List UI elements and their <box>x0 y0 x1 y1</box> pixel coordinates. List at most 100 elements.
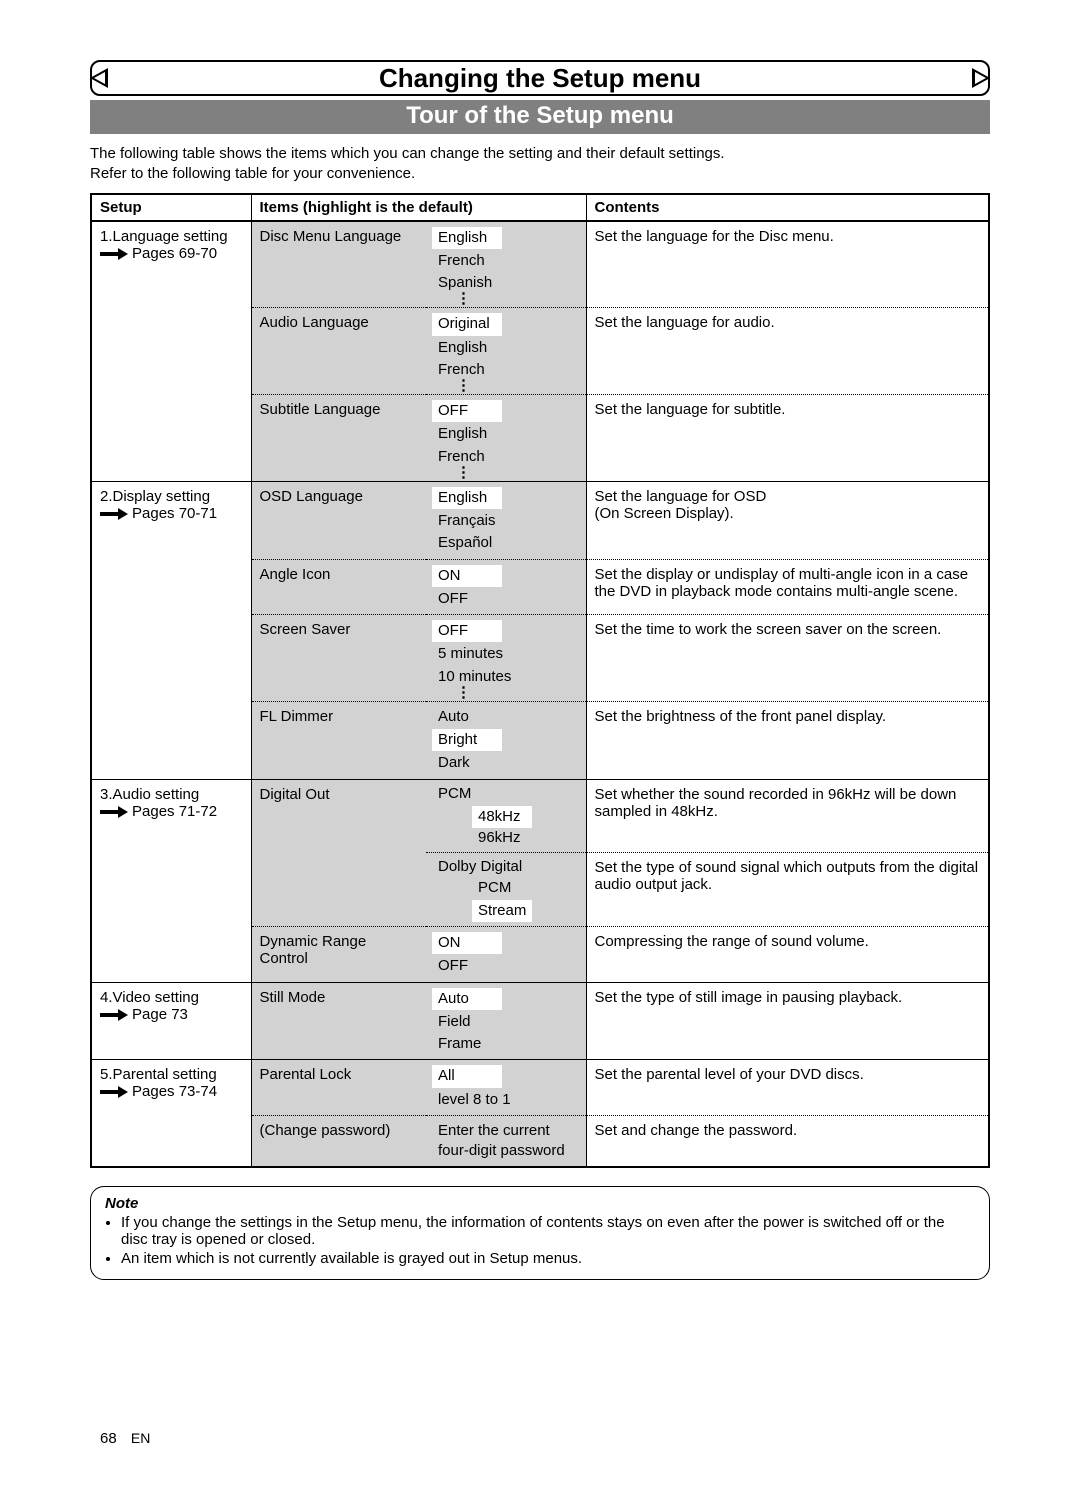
setup-table: Setup Items (highlight is the default) C… <box>90 193 990 1169</box>
option: 5 minutes <box>432 643 580 665</box>
chapter-title: Changing the Setup menu <box>379 63 701 94</box>
setting-description: Set whether the sound recorded in 96kHz … <box>586 779 989 853</box>
col-setup: Setup <box>91 194 251 221</box>
section-title-banner: Tour of the Setup menu <box>90 100 990 134</box>
table-row: 3.Audio setting Pages 71-72 Digital Out … <box>91 779 989 853</box>
option: English <box>432 423 580 445</box>
setup-category: 3.Audio setting <box>100 786 243 803</box>
setting-options: ON OFF <box>426 927 586 983</box>
nested-option: PCM <box>432 878 580 898</box>
option-default: OFF <box>432 400 502 422</box>
setting-options: Dolby Digital PCM Stream <box>426 853 586 927</box>
setting-options: Original English French ⋮ <box>426 308 586 395</box>
option-default: ON <box>432 565 502 587</box>
setting-description: Set the time to work the screen saver on… <box>586 615 989 702</box>
note-bullet: An item which is not currently available… <box>121 1250 975 1267</box>
option: French <box>432 446 580 468</box>
option: French <box>432 359 580 381</box>
page-ref: Pages 70-71 <box>100 505 243 522</box>
setting-options: English Français Español <box>426 481 586 559</box>
option: Français <box>432 510 580 532</box>
setting-options: Auto Field Frame <box>426 982 586 1060</box>
setup-category: 4.Video setting <box>100 989 243 1006</box>
setting-name: Disc Menu Language <box>251 221 426 308</box>
setting-name: Parental Lock <box>251 1060 426 1116</box>
option: level 8 to 1 <box>432 1089 580 1111</box>
setting-options: OFF 5 minutes 10 minutes ⋮ <box>426 615 586 702</box>
option-default: All <box>432 1065 502 1087</box>
table-row: 2.Display setting Pages 70-71 OSD Langua… <box>91 481 989 559</box>
setting-description: Set the type of still image in pausing p… <box>586 982 989 1060</box>
setting-description: Set the language for OSD (On Screen Disp… <box>586 481 989 559</box>
option: OFF <box>432 955 580 977</box>
nested-option-default: 48kHz <box>472 806 532 828</box>
setting-name: OSD Language <box>251 481 426 559</box>
page-ref: Pages 71-72 <box>100 803 243 820</box>
setting-description: Set the language for the Disc menu. <box>586 221 989 308</box>
setting-name: Digital Out <box>251 779 426 927</box>
setting-options: All level 8 to 1 <box>426 1060 586 1116</box>
setting-description: Set the language for audio. <box>586 308 989 395</box>
option: OFF <box>432 588 580 610</box>
setting-name: Audio Language <box>251 308 426 395</box>
setup-category: 5.Parental setting <box>100 1066 243 1083</box>
setting-description: Set the type of sound signal which outpu… <box>586 853 989 927</box>
option: English <box>432 337 580 359</box>
option: Dolby Digital <box>432 857 522 876</box>
option-default: English <box>432 487 502 509</box>
nested-option: 96kHz <box>432 828 580 848</box>
ellipsis-icon: ⋮ <box>432 468 580 477</box>
setting-name: Dynamic Range Control <box>251 927 426 983</box>
option: Frame <box>432 1033 580 1055</box>
arrow-right-icon <box>100 806 128 818</box>
arrow-left-icon <box>90 68 108 88</box>
col-contents: Contents <box>586 194 989 221</box>
setting-options: OFF English French ⋮ <box>426 395 586 482</box>
setting-name: FL Dimmer <box>251 701 426 779</box>
note-box: Note If you change the settings in the S… <box>90 1186 990 1280</box>
option-default: Bright <box>432 729 502 751</box>
setting-description: Set the parental level of your DVD discs… <box>586 1060 989 1116</box>
page-number: 68 EN <box>100 1430 150 1447</box>
option: PCM <box>432 784 471 803</box>
option-default: Original <box>432 313 502 335</box>
setting-name: Subtitle Language <box>251 395 426 482</box>
arrow-right-icon <box>100 1086 128 1098</box>
setting-description: Compressing the range of sound volume. <box>586 927 989 983</box>
nested-option-default: Stream <box>472 900 532 922</box>
setting-name: Still Mode <box>251 982 426 1060</box>
setting-options: PCM 48kHz 96kHz <box>426 779 586 853</box>
ellipsis-icon: ⋮ <box>432 688 580 697</box>
arrow-right-icon <box>100 1009 128 1021</box>
col-items: Items (highlight is the default) <box>251 194 586 221</box>
option-default: English <box>432 227 502 249</box>
option: Enter the current four-digit password <box>432 1120 580 1163</box>
setting-options: Enter the current four-digit password <box>426 1115 586 1167</box>
note-bullet: If you change the settings in the Setup … <box>121 1214 975 1248</box>
manual-page: Changing the Setup menu Tour of the Setu… <box>0 0 1080 1491</box>
option-default: Auto <box>432 988 502 1010</box>
setting-name: Angle Icon <box>251 559 426 615</box>
arrow-right-icon <box>100 248 128 260</box>
page-ref: Pages 69-70 <box>100 245 243 262</box>
table-header-row: Setup Items (highlight is the default) C… <box>91 194 989 221</box>
setting-options: ON OFF <box>426 559 586 615</box>
setup-category: 2.Display setting <box>100 488 243 505</box>
setting-options: English French Spanish ⋮ <box>426 221 586 308</box>
page-ref: Pages 73-74 <box>100 1083 243 1100</box>
option-default: ON <box>432 932 502 954</box>
option: Dark <box>432 752 580 774</box>
setup-category: 1.Language setting <box>100 228 243 245</box>
chapter-title-banner: Changing the Setup menu <box>90 60 990 96</box>
option: French <box>432 250 580 272</box>
setting-description: Set the display or undisplay of multi-an… <box>586 559 989 615</box>
arrow-right-icon <box>100 508 128 520</box>
table-row: 5.Parental setting Pages 73-74 Parental … <box>91 1060 989 1116</box>
table-row: 1.Language setting Pages 69-70 Disc Menu… <box>91 221 989 308</box>
arrow-right-icon <box>972 68 990 88</box>
option: Field <box>432 1011 580 1033</box>
setting-options: Auto Bright Dark <box>426 701 586 779</box>
option-default: OFF <box>432 620 502 642</box>
setting-name: Screen Saver <box>251 615 426 702</box>
setting-description: Set the brightness of the front panel di… <box>586 701 989 779</box>
